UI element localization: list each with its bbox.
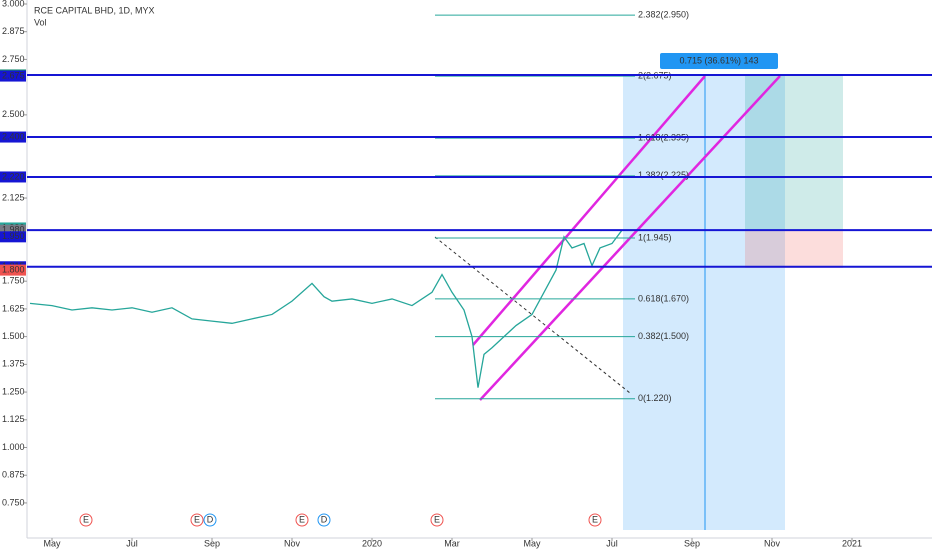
channel-line: [472, 75, 706, 346]
y-tick-label: 1.000: [2, 442, 25, 452]
price-tag-label: 2.400: [2, 131, 25, 141]
event-label: D: [207, 514, 214, 524]
event-marker: [317, 513, 331, 527]
y-tick-label: 3.000: [2, 0, 25, 8]
fib-label: 0.618(1.670): [638, 293, 689, 303]
y-tick-label: 1.375: [2, 359, 25, 369]
price-tag: [0, 70, 26, 82]
volume-label: Vol: [34, 17, 47, 27]
measure-box: [660, 53, 778, 69]
event-marker: [79, 513, 93, 527]
event-marker: [190, 513, 204, 527]
drawings: [434, 75, 843, 530]
price-tag: [0, 231, 26, 243]
y-tick-label: 0.875: [2, 470, 25, 480]
x-tick-label: Nov: [764, 538, 781, 548]
price-tag: [0, 171, 26, 183]
y-tick-label: 2.875: [2, 26, 25, 36]
price-line: [29, 229, 623, 388]
measure-area: [623, 75, 785, 530]
y-tick-label: 1.500: [2, 331, 25, 341]
y-tick-label: 1.625: [2, 303, 25, 313]
event-marker: [588, 513, 602, 527]
price-tag-label: 1.800: [2, 264, 25, 274]
fib-label: 1.382(2.225): [638, 170, 689, 180]
y-tick-label: 2.500: [2, 109, 25, 119]
measure-label: 0.715 (36.61%) 143: [679, 55, 758, 65]
price-tag-label: 1.950: [2, 231, 25, 241]
x-tick-label: Mar: [444, 538, 460, 548]
event-label: E: [83, 514, 89, 524]
x-tick-label: Sep: [684, 538, 700, 548]
fib-label: 1(1.945): [638, 232, 672, 242]
x-tick-label: Sep: [204, 538, 220, 548]
loss-zone: [745, 230, 843, 268]
price-tag: [0, 224, 26, 236]
x-tick-label: May: [523, 538, 541, 548]
profit-zone: [745, 75, 843, 230]
fib-label: 0(1.220): [638, 393, 672, 403]
event-label: E: [592, 514, 598, 524]
price-tag-label: 1.980: [2, 225, 25, 235]
x-tick-label: 2020: [362, 538, 382, 548]
y-tick-label: 2.750: [2, 54, 25, 64]
x-tick-label: Jul: [606, 538, 618, 548]
chart-title: RCE CAPITAL BHD, 1D, MYX: [34, 5, 155, 15]
price-tag: [0, 264, 26, 276]
x-tick-label: May: [43, 538, 61, 548]
y-tick-label: 1.250: [2, 386, 25, 396]
event-marker: [430, 513, 444, 527]
x-tick-label: Jul: [126, 538, 138, 548]
event-label: E: [194, 514, 200, 524]
event-marker: [295, 513, 309, 527]
price-tag: [0, 131, 26, 143]
fib-label: 0.382(1.500): [638, 331, 689, 341]
y-tick-label: 2.125: [2, 192, 25, 202]
event-label: D: [321, 514, 328, 524]
price-tag-label: 2.220: [2, 171, 25, 181]
event-label: E: [299, 514, 305, 524]
y-tick-label: 1.125: [2, 414, 25, 424]
y-tick-label: 0.750: [2, 497, 25, 507]
price-tag-label: 2.675: [2, 70, 25, 80]
x-tick-label: 2021: [842, 538, 862, 548]
event-label: E: [434, 514, 440, 524]
y-tick-label: 1.750: [2, 276, 25, 286]
x-tick-label: Nov: [284, 538, 301, 548]
event-marker: [203, 513, 217, 527]
fib-label: 2.382(2.950): [638, 9, 689, 19]
